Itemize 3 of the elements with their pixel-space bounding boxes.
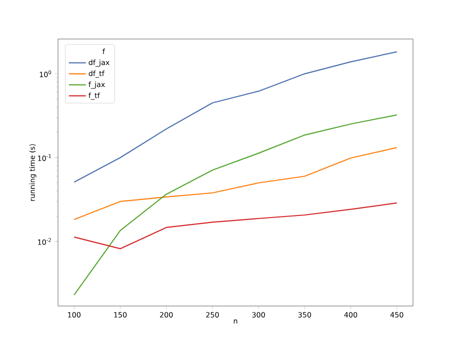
line-series bbox=[74, 114, 398, 296]
line-series bbox=[74, 202, 398, 250]
line-series bbox=[74, 146, 398, 220]
